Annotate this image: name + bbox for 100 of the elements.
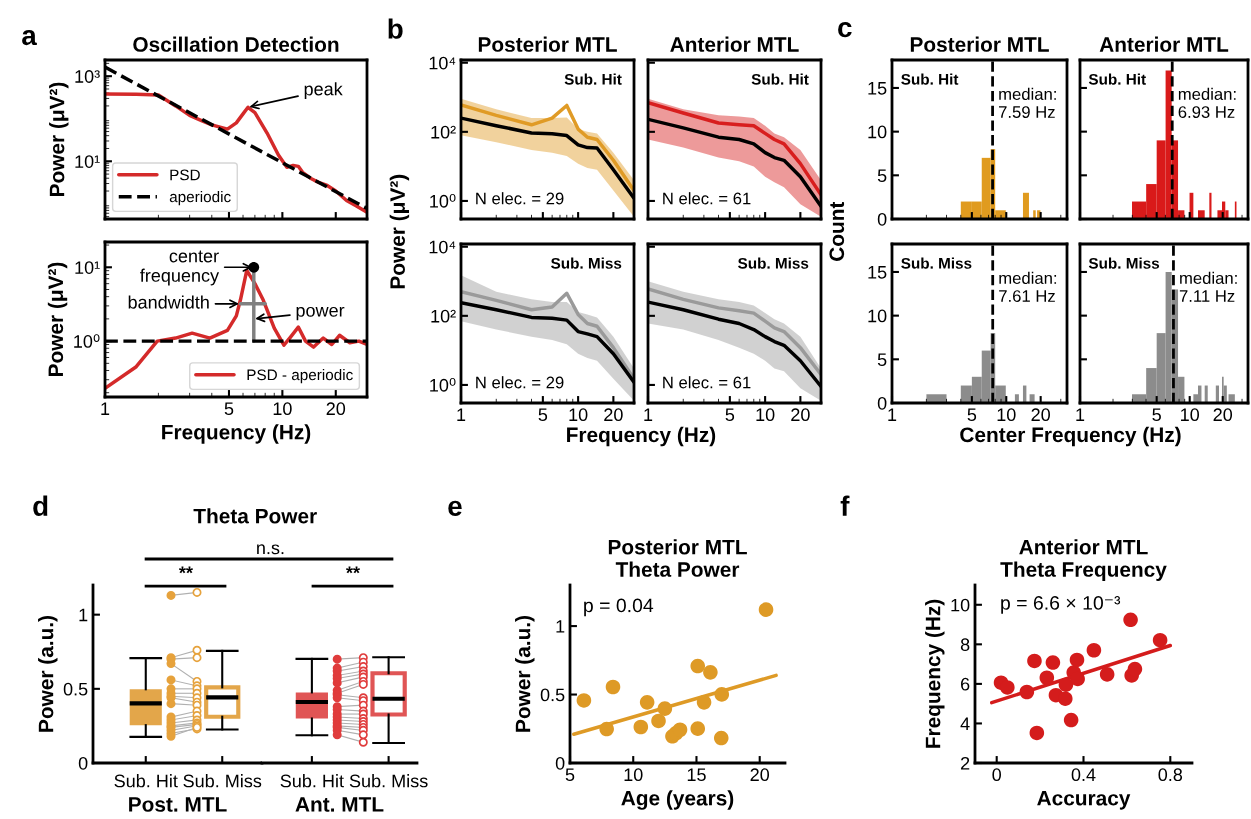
x-tick-label: 1 (1076, 408, 1085, 421)
x-tick-label: 20 (1213, 408, 1233, 422)
x-tick-label: 20 (791, 408, 810, 422)
x-tick-label: 10 (569, 408, 588, 422)
y-tick-label: 10 (951, 598, 970, 612)
y-axis-title: Power (μV²) (49, 82, 69, 196)
text: f (840, 495, 850, 516)
y-axis-title: Power (a.u.) (38, 616, 58, 732)
y-tick-label: 0.5 (540, 688, 565, 702)
annotation: Sub. Hit (901, 73, 959, 85)
x-tick-label: 0 (992, 768, 1002, 782)
annotation: center frequency (140, 250, 220, 286)
x-tick-label: 5 (565, 768, 575, 782)
y-tick-label: 0 (78, 756, 88, 770)
annotation: Sub. Hit (1088, 73, 1146, 85)
x-tick-label: 20 (1031, 408, 1050, 422)
y-tick-label: 6 (961, 677, 970, 691)
ref-line-label: median: 7.11 Hz (1179, 271, 1237, 302)
y-tick-label: 0 (877, 212, 887, 226)
ref-line-label: median: 7.59 Hz (998, 87, 1056, 118)
x-axis-title: Center Frequency (Hz) (960, 426, 1181, 447)
annotation: power (296, 306, 345, 321)
text: ** (178, 566, 193, 574)
annotation: Sub. Hit (564, 73, 622, 85)
legend-label: PSD - aperiodic (247, 369, 353, 384)
x-axis-title: Accuracy (1037, 791, 1131, 810)
chart-title: Oscillation Detection (133, 36, 339, 52)
chart-title: Posterior MTL (910, 36, 1049, 52)
y-tick-label: 10⁰ (430, 378, 456, 392)
y-tick-label: 10² (431, 309, 456, 323)
annotation: p = 6.6 × 10⁻³ (1001, 596, 1121, 614)
y-tick-label: 10⁴ (429, 240, 456, 254)
legend-label: PSD (170, 169, 200, 181)
annotation: Sub. Miss (551, 257, 622, 269)
legend-label: aperiodic (169, 191, 231, 206)
y-axis-title: Power (μV²) (47, 262, 68, 376)
y-tick-label: 8 (960, 638, 970, 652)
y-axis-title: Frequency (Hz) (925, 599, 945, 748)
x-tick-label: 10 (997, 408, 1016, 422)
x-tick-label: 10 (273, 402, 292, 416)
annotation: Sub. Miss (738, 257, 809, 269)
chart-title: Anterior MTL (1099, 36, 1229, 52)
annotation: N elec. = 61 (663, 376, 751, 389)
x-tick-label: Sub. Hit (114, 774, 178, 788)
y-axis-title: Power (a.u.) (515, 616, 535, 732)
text: b (388, 18, 403, 39)
text: e (448, 500, 462, 516)
y-axis-title: Power (μV²) (389, 174, 410, 289)
annotation: N elec. = 29 (476, 192, 564, 205)
x-axis-title: Age (years) (621, 790, 734, 810)
x-tick-label: 1 (457, 408, 466, 421)
text: ** (346, 566, 360, 574)
y-tick-label: 10¹ (75, 261, 100, 274)
chart-title: Posterior MTL (478, 36, 617, 52)
x-axis-title: Ant. MTL (295, 797, 384, 812)
y-tick-label: 5 (877, 353, 887, 367)
x-tick-label: 10 (1181, 408, 1200, 422)
y-tick-label: 15 (868, 266, 887, 279)
annotation: bandwidth (128, 295, 209, 309)
y-tick-label: 4 (960, 717, 970, 730)
x-tick-label: Sub. Miss (183, 774, 262, 788)
ref-line-label: median: 7.61 Hz (999, 271, 1057, 302)
x-axis-title: Post. MTL (129, 797, 227, 812)
x-tick-label: 0.8 (1158, 768, 1183, 782)
y-tick-label: 10² (431, 125, 456, 139)
x-tick-label: 5 (538, 408, 548, 422)
x-axis-title: Frequency (Hz) (162, 424, 311, 444)
chart-title: Posterior MTL Theta Power (608, 539, 747, 577)
x-tick-label: 20 (326, 402, 346, 416)
y-tick-label: 10⁴ (429, 56, 456, 70)
text: d (33, 495, 48, 516)
y-tick-label: 10¹ (75, 155, 100, 168)
chart-title: Anterior MTL Theta Frequency (1000, 539, 1167, 581)
x-axis-title: Frequency (Hz) (567, 426, 716, 447)
annotation: Sub. Miss (901, 257, 972, 269)
x-tick-label: 5 (725, 408, 735, 422)
chart-title: Theta Power (193, 508, 317, 524)
annotation: N elec. = 29 (476, 376, 564, 389)
chart-title: Anterior MTL (670, 36, 799, 52)
ref-line-label: median: 6.93 Hz (1178, 87, 1236, 118)
y-tick-label: 0.5 (63, 682, 88, 696)
y-tick-label: 10 (868, 125, 887, 139)
y-tick-label: 1 (79, 608, 88, 622)
x-tick-label: 10 (756, 408, 775, 422)
annotation: Sub. Miss (1088, 257, 1160, 269)
x-tick-label: Sub. Hit (280, 774, 344, 788)
y-tick-label: 15 (868, 82, 887, 95)
x-tick-label: 5 (1152, 408, 1161, 422)
y-tick-label: 10 (868, 309, 887, 323)
y-tick-label: 10⁰ (74, 334, 100, 348)
y-tick-label: 10⁰ (430, 194, 456, 208)
x-tick-label: 1 (101, 402, 110, 415)
y-tick-label: 0 (555, 756, 565, 770)
annotation: Sub. Hit (751, 73, 809, 85)
y-axis-title: Count (829, 201, 845, 261)
annotation: N elec. = 61 (663, 192, 751, 205)
x-tick-label: 5 (224, 402, 234, 416)
y-tick-label: 5 (877, 169, 887, 183)
text: c (838, 22, 852, 38)
x-tick-label: 0.4 (1071, 768, 1096, 782)
